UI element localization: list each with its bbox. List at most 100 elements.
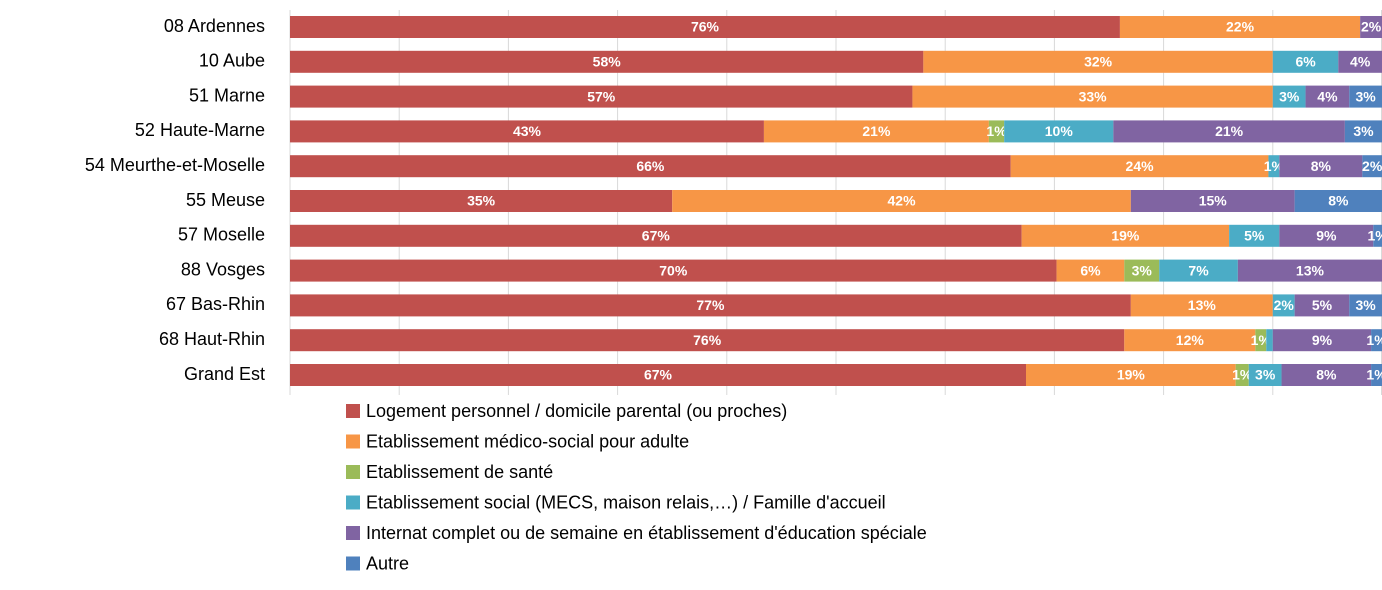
category-label: 52 Haute-Marne bbox=[135, 120, 265, 140]
bar-segment bbox=[290, 329, 1125, 352]
bar-segment bbox=[1344, 120, 1382, 143]
bar-segment bbox=[1010, 155, 1269, 178]
bar-segment bbox=[912, 85, 1273, 108]
legend-label: Etablissement de santé bbox=[366, 462, 553, 482]
bar-segment bbox=[1279, 155, 1363, 178]
bar-segment bbox=[290, 50, 924, 73]
data-label: 3% bbox=[1356, 297, 1377, 313]
bar-segment bbox=[1229, 224, 1280, 247]
data-label: 66% bbox=[636, 158, 665, 174]
bar-segment bbox=[290, 190, 673, 212]
legend-label: Logement personnel / domicile parental (… bbox=[366, 401, 787, 421]
legend-label: Etablissement social (MECS, maison relai… bbox=[366, 492, 886, 512]
data-label: 13% bbox=[1296, 262, 1325, 278]
data-label: 10% bbox=[1045, 123, 1074, 139]
bar-segment bbox=[1130, 294, 1273, 317]
data-label: 8% bbox=[1328, 193, 1349, 209]
data-label: 3% bbox=[1353, 123, 1374, 139]
bar-segment bbox=[1279, 224, 1374, 247]
bar-segment bbox=[1362, 155, 1382, 178]
data-label: 2% bbox=[1274, 297, 1295, 313]
bar-segment bbox=[290, 85, 913, 108]
bar-segment bbox=[1373, 224, 1382, 247]
category-label: 54 Meurthe-et-Moselle bbox=[85, 155, 265, 175]
bar-segment bbox=[1159, 259, 1238, 282]
category-label: 55 Meuse bbox=[186, 190, 265, 210]
data-label: 5% bbox=[1244, 228, 1265, 244]
bar-segment bbox=[1130, 190, 1295, 212]
data-label: 67% bbox=[642, 228, 671, 244]
data-label: 67% bbox=[644, 367, 673, 383]
data-label: 2% bbox=[1361, 19, 1382, 35]
bar-segment bbox=[1235, 364, 1249, 386]
bar-segment bbox=[1272, 85, 1306, 108]
data-label: 19% bbox=[1117, 367, 1146, 383]
legend-swatch bbox=[346, 465, 360, 479]
data-label: 3% bbox=[1279, 88, 1300, 104]
data-label: 77% bbox=[696, 297, 725, 313]
bar-segment bbox=[290, 16, 1120, 38]
data-label: 43% bbox=[513, 123, 542, 139]
legend-label: Autre bbox=[366, 553, 409, 573]
data-label: 33% bbox=[1079, 88, 1108, 104]
data-label: 1% bbox=[1232, 367, 1253, 383]
bar-segment bbox=[1268, 155, 1280, 178]
data-label: 5% bbox=[1312, 297, 1333, 313]
data-label: 76% bbox=[693, 332, 722, 348]
category-label: Grand Est bbox=[184, 364, 265, 384]
legend-swatch bbox=[346, 526, 360, 540]
bar-segment bbox=[1349, 85, 1382, 108]
legend-swatch bbox=[346, 404, 360, 418]
bar-segment bbox=[290, 259, 1057, 282]
bar-segment bbox=[1294, 294, 1350, 317]
category-label: 57 Moselle bbox=[178, 225, 265, 245]
data-label: 1% bbox=[1366, 332, 1382, 348]
bar-segment bbox=[1255, 329, 1267, 352]
data-label: 9% bbox=[1316, 228, 1337, 244]
data-label: 1% bbox=[1368, 228, 1382, 244]
data-label: 6% bbox=[1295, 54, 1316, 70]
data-label: 19% bbox=[1111, 228, 1140, 244]
bar-segment bbox=[1026, 364, 1236, 386]
category-label: 08 Ardennes bbox=[164, 16, 265, 36]
bar-segment bbox=[1338, 50, 1382, 73]
category-label: 51 Marne bbox=[189, 85, 265, 105]
data-label: 3% bbox=[1356, 88, 1377, 104]
legend-swatch bbox=[346, 434, 360, 449]
data-label: 4% bbox=[1350, 54, 1371, 70]
data-label: 12% bbox=[1176, 332, 1205, 348]
data-label: 13% bbox=[1188, 297, 1217, 313]
bar-segment bbox=[290, 294, 1131, 317]
data-label: 76% bbox=[691, 19, 720, 35]
category-label: 67 Bas-Rhin bbox=[166, 294, 265, 314]
legend-label: Etablissement médico-social pour adulte bbox=[366, 431, 689, 451]
data-label: 1% bbox=[1366, 367, 1382, 383]
bar-segment bbox=[1124, 259, 1160, 282]
data-label: 35% bbox=[467, 193, 496, 209]
bar-segment bbox=[1294, 190, 1382, 212]
data-label: 7% bbox=[1188, 262, 1209, 278]
data-label: 22% bbox=[1226, 19, 1255, 35]
bar-segment bbox=[290, 364, 1027, 386]
bar-segment bbox=[672, 190, 1131, 212]
bar-segment bbox=[1272, 294, 1295, 317]
bar-segment bbox=[1266, 329, 1273, 352]
bar-segment bbox=[290, 224, 1022, 247]
data-label: 3% bbox=[1255, 367, 1276, 383]
data-label: 4% bbox=[1317, 88, 1338, 104]
data-label: 24% bbox=[1126, 158, 1155, 174]
bar-segment bbox=[1272, 329, 1372, 352]
data-label: 6% bbox=[1080, 262, 1101, 278]
bar-segment bbox=[1272, 50, 1339, 73]
data-label: 15% bbox=[1199, 193, 1228, 209]
bar-segment bbox=[988, 120, 1005, 143]
bar-segment bbox=[763, 120, 989, 143]
data-label: 58% bbox=[593, 54, 622, 70]
bar-segment bbox=[1371, 364, 1382, 386]
data-label: 70% bbox=[659, 262, 688, 278]
data-label: 8% bbox=[1316, 367, 1337, 383]
data-label: 2% bbox=[1362, 158, 1382, 174]
bar-segment bbox=[1248, 364, 1282, 386]
data-label: 3% bbox=[1132, 262, 1153, 278]
